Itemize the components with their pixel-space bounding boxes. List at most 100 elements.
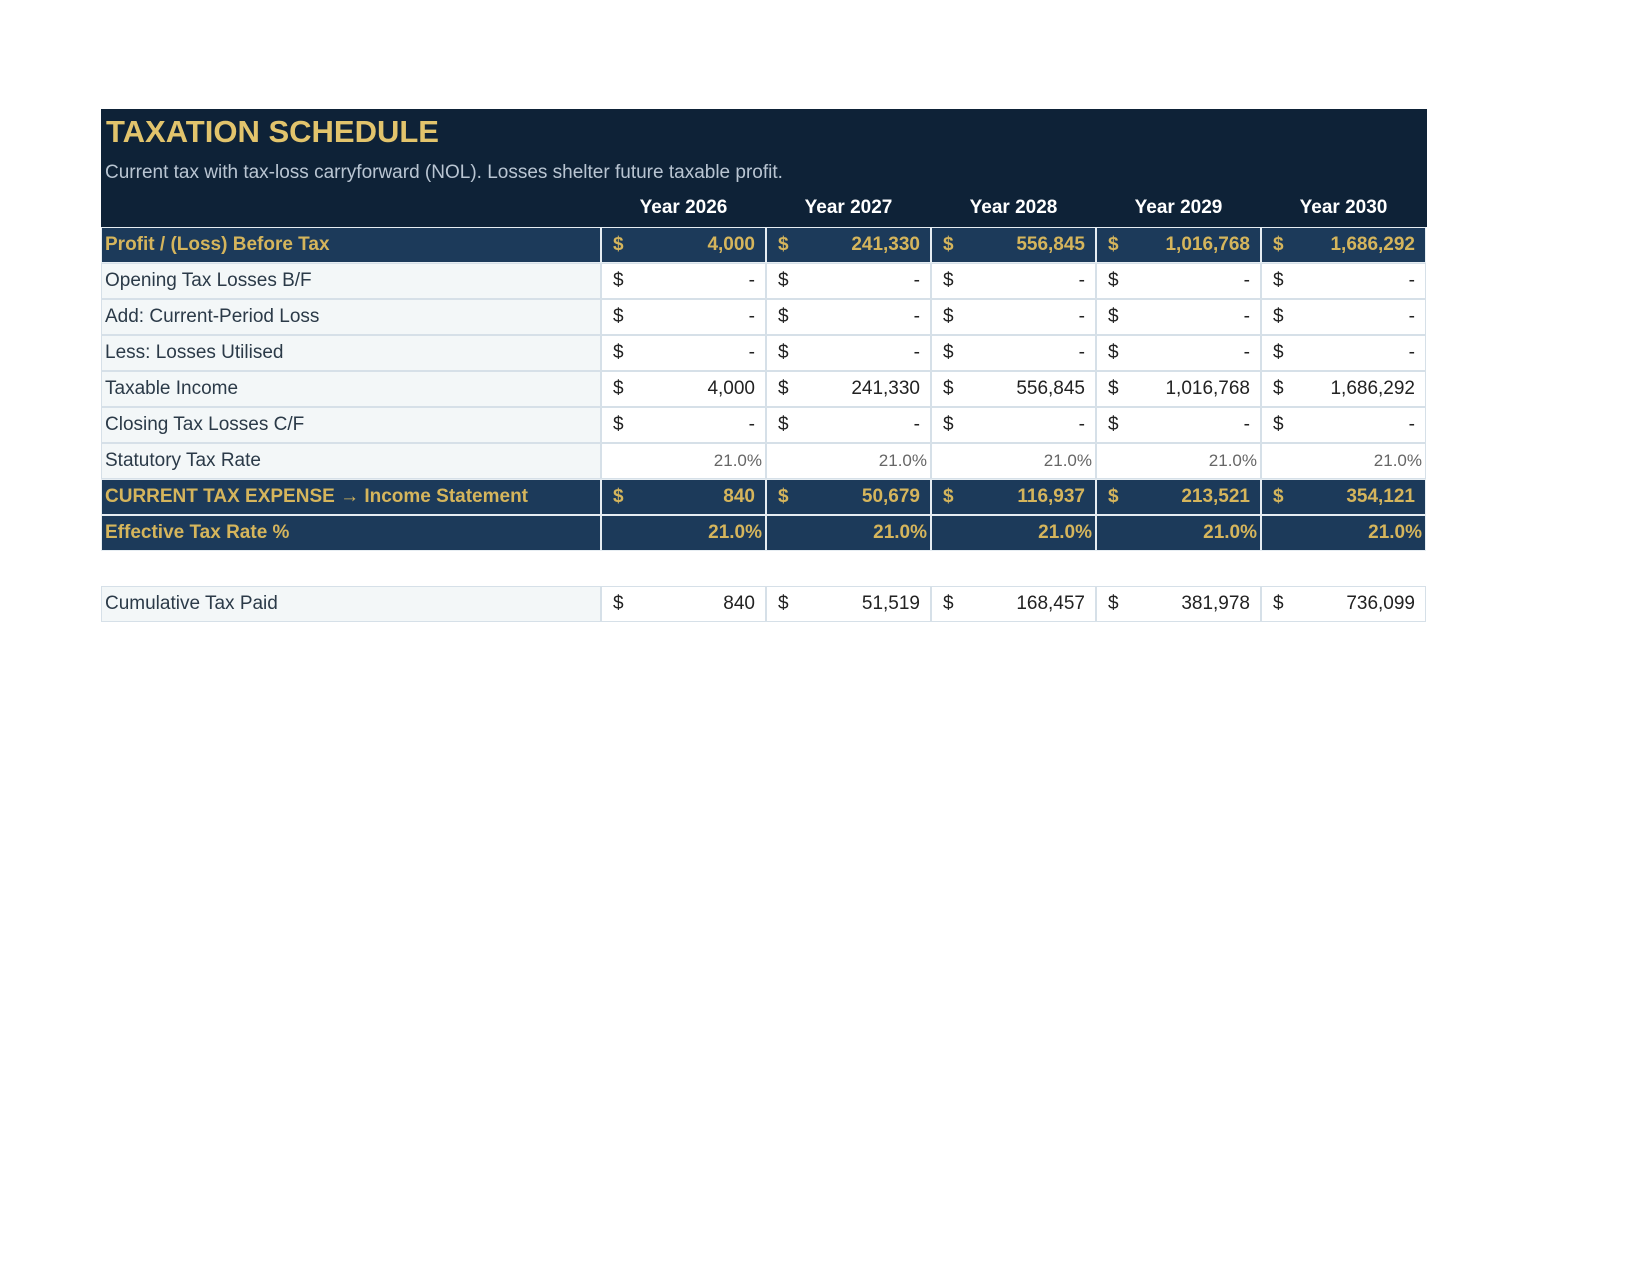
column-header: Year 2029 xyxy=(1134,197,1223,218)
amount: - xyxy=(1408,342,1415,363)
value-cell: 21.0% xyxy=(766,443,931,479)
value-cell: $1,016,768 xyxy=(1096,371,1261,407)
currency-symbol: $ xyxy=(1108,486,1119,507)
currency-symbol: $ xyxy=(778,414,789,435)
value-cell: $51,519 xyxy=(766,586,931,622)
value-cell: 21.0% xyxy=(1261,515,1426,551)
currency-symbol: $ xyxy=(1273,270,1284,291)
amount: - xyxy=(1408,414,1415,435)
value-cell: $381,978 xyxy=(1096,586,1261,622)
currency-symbol: $ xyxy=(1108,306,1119,327)
amount: 213,521 xyxy=(1181,486,1250,507)
amount: - xyxy=(1078,306,1085,327)
currency-symbol: $ xyxy=(613,306,624,327)
currency-symbol: $ xyxy=(943,306,954,327)
value-cell: 21.0% xyxy=(601,443,766,479)
rate: 21.0% xyxy=(713,451,762,470)
value-cell: $ - xyxy=(1261,299,1426,335)
amount: - xyxy=(913,306,920,327)
rate: 21.0% xyxy=(1203,522,1257,543)
value-cell: $ - xyxy=(1096,407,1261,443)
amount: - xyxy=(1243,306,1250,327)
currency-symbol: $ xyxy=(613,378,624,399)
value-cell: $1,016,768 xyxy=(1096,227,1261,263)
currency-symbol: $ xyxy=(613,234,624,255)
currency-symbol: $ xyxy=(943,486,954,507)
value-cell: $840 xyxy=(601,586,766,622)
value-cell: $ - xyxy=(1096,299,1261,335)
value-cell: $ - xyxy=(931,263,1096,299)
value-cell: $ - xyxy=(766,299,931,335)
value-cell: 21.0% xyxy=(766,515,931,551)
currency-symbol: $ xyxy=(1273,378,1284,399)
amount: 1,016,768 xyxy=(1165,234,1250,255)
currency-symbol: $ xyxy=(1273,342,1284,363)
row-label: Add: Current-Period Loss xyxy=(101,299,601,335)
currency-symbol: $ xyxy=(943,378,954,399)
amount: - xyxy=(1408,306,1415,327)
value-cell: $4,000 xyxy=(601,371,766,407)
value-cell: $ - xyxy=(601,335,766,371)
value-cell: $ - xyxy=(766,335,931,371)
value-cell: $4,000 xyxy=(601,227,766,263)
value-cell: $ - xyxy=(931,299,1096,335)
currency-symbol: $ xyxy=(1273,234,1284,255)
row-label: Closing Tax Losses C/F xyxy=(101,407,601,443)
currency-symbol: $ xyxy=(943,414,954,435)
amount: - xyxy=(748,342,755,363)
value-cell: 21.0% xyxy=(601,515,766,551)
value-cell: $213,521 xyxy=(1096,479,1261,515)
currency-symbol: $ xyxy=(1108,342,1119,363)
currency-symbol: $ xyxy=(1108,270,1119,291)
value-cell: $1,686,292 xyxy=(1261,371,1426,407)
title: TAXATION SCHEDULE xyxy=(106,114,439,149)
amount: 241,330 xyxy=(851,234,920,255)
rate: 21.0% xyxy=(1208,451,1257,470)
value-cell: $1,686,292 xyxy=(1261,227,1426,263)
subtitle: Current tax with tax-loss carryforward (… xyxy=(105,162,783,183)
currency-symbol: $ xyxy=(613,593,624,614)
value-cell: $556,845 xyxy=(931,371,1096,407)
row-label: Statutory Tax Rate xyxy=(101,443,601,479)
value-cell: $556,845 xyxy=(931,227,1096,263)
currency-symbol: $ xyxy=(943,270,954,291)
value-cell: $ - xyxy=(601,299,766,335)
column-header: Year 2026 xyxy=(639,197,728,218)
rate: 21.0% xyxy=(1043,451,1092,470)
rate: 21.0% xyxy=(708,522,762,543)
value-cell: 21.0% xyxy=(931,515,1096,551)
amount: 50,679 xyxy=(861,486,920,507)
rate: 21.0% xyxy=(873,522,927,543)
rate: 21.0% xyxy=(1373,451,1422,470)
row-label: Opening Tax Losses B/F xyxy=(101,263,601,299)
row-label: CURRENT TAX EXPENSE → Income Statement xyxy=(101,479,601,515)
currency-symbol: $ xyxy=(1273,306,1284,327)
currency-symbol: $ xyxy=(778,270,789,291)
amount: - xyxy=(1243,414,1250,435)
amount: - xyxy=(1078,342,1085,363)
value-cell: $241,330 xyxy=(766,227,931,263)
row-label: Taxable Income xyxy=(101,371,601,407)
amount: - xyxy=(1243,270,1250,291)
currency-symbol: $ xyxy=(613,486,624,507)
rate: 21.0% xyxy=(1038,522,1092,543)
currency-symbol: $ xyxy=(943,234,954,255)
amount: 736,099 xyxy=(1346,593,1415,614)
amount: - xyxy=(913,342,920,363)
amount: - xyxy=(913,270,920,291)
currency-symbol: $ xyxy=(778,234,789,255)
value-cell: $736,099 xyxy=(1261,586,1426,622)
currency-symbol: $ xyxy=(778,378,789,399)
rate: 21.0% xyxy=(1368,522,1422,543)
row-label: Profit / (Loss) Before Tax xyxy=(101,227,601,263)
value-cell: $ - xyxy=(1096,335,1261,371)
amount: 381,978 xyxy=(1181,593,1250,614)
value-cell: $840 xyxy=(601,479,766,515)
value-cell: $ - xyxy=(601,407,766,443)
currency-symbol: $ xyxy=(613,342,624,363)
amount: 556,845 xyxy=(1016,234,1085,255)
amount: 840 xyxy=(723,593,755,614)
value-cell: $ - xyxy=(931,335,1096,371)
value-cell: $50,679 xyxy=(766,479,931,515)
